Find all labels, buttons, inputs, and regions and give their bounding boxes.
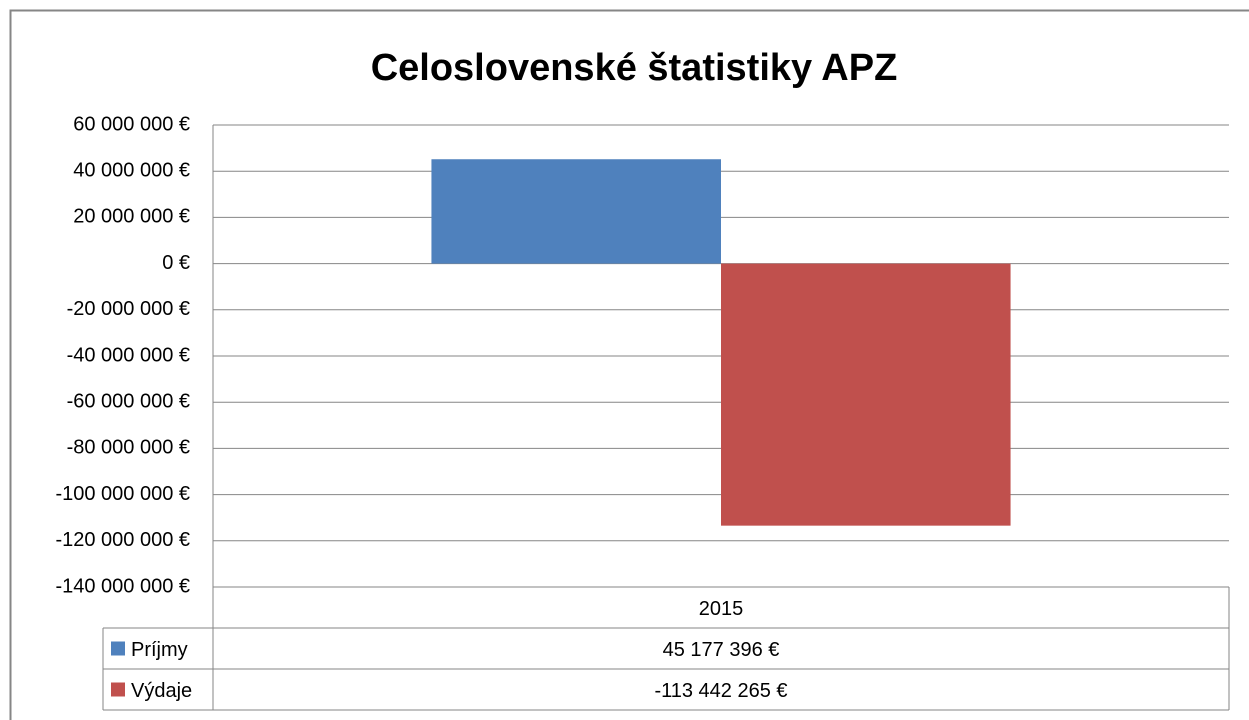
legend-key [111,682,125,697]
chart-border [9,9,1249,720]
chart-title: Celoslovenské štatistiky APZ [371,47,898,89]
legend-label: Výdaje [131,680,192,702]
y-tick-label: -100 000 000 € [55,483,190,505]
y-tick-label: 0 € [162,252,190,274]
bar [721,263,1011,526]
data-table-value: -113 442 265 € [654,680,787,702]
y-tick-label: -60 000 000 € [67,390,190,412]
data-table-value: 45 177 396 € [663,639,780,661]
y-tick-label: -80 000 000 € [67,437,190,459]
y-tick-label: 40 000 000 € [73,159,190,181]
y-tick-label: 60 000 000 € [73,113,190,135]
legend-label: Príjmy [131,639,188,661]
y-tick-label: -120 000 000 € [55,529,190,551]
bar [431,159,721,264]
y-tick-label: -20 000 000 € [67,298,190,320]
x-tick-label: 2015 [699,598,744,620]
y-tick-label: 20 000 000 € [73,206,190,228]
y-tick-label: -140 000 000 € [55,575,190,597]
y-tick-label: -40 000 000 € [67,344,190,366]
legend-key [111,641,125,656]
